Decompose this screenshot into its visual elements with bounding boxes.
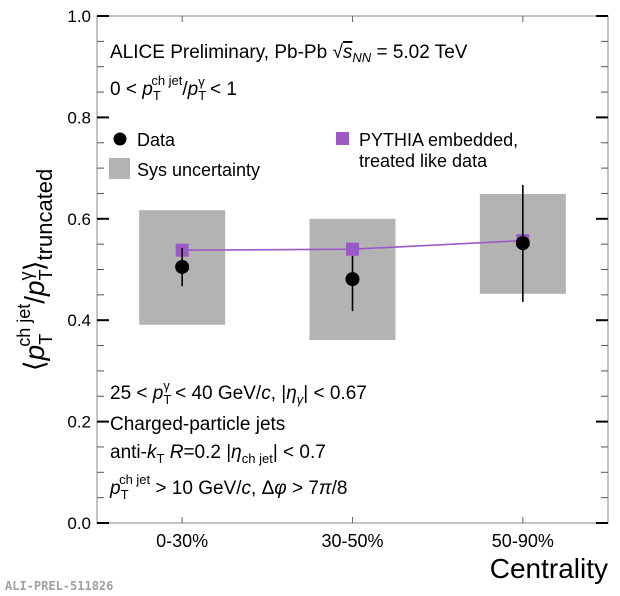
data-point xyxy=(515,236,530,251)
axes xyxy=(96,15,609,524)
legend-entry-pythia: PYTHIA embedded, treated like data xyxy=(336,130,518,171)
chart-subtitle: 0 < pTch jet/pTγ < 1 xyxy=(110,73,237,103)
legend-entry-data: Data xyxy=(113,130,176,150)
y-tick-label: 0.8 xyxy=(67,108,91,127)
x-tick-label: 0-30% xyxy=(156,531,208,551)
y-tick-labels: 0.0 0.2 0.4 0.6 0.8 1.0 xyxy=(67,7,91,533)
annotation-antikt: anti-kT R=0.2 |ηch jet| < 0.7 xyxy=(110,442,326,466)
annotation-photon-cut: 25 < pTγ < 40 GeV/c, |ηγ| < 0.67 xyxy=(110,378,367,407)
legend-label-pythia-2: treated like data xyxy=(359,151,488,171)
y-axis-label: ⟨pTch jet/pTγ⟩truncated xyxy=(14,169,57,372)
data-series xyxy=(175,184,530,312)
data-point xyxy=(175,259,190,274)
y-tick-label: 0.0 xyxy=(67,514,91,533)
x-tick-label: 30-50% xyxy=(321,531,383,551)
watermark: ALI-PREL-511826 xyxy=(5,579,113,593)
chart-title: ALICE Preliminary, Pb-Pb √sNN = 5.02 TeV xyxy=(110,42,468,65)
legend: Data Sys uncertainty PYTHIA embedded, tr… xyxy=(109,130,518,180)
legend-circle-marker-icon xyxy=(113,132,127,146)
y-tick-label: 0.4 xyxy=(67,311,91,330)
x-tick-labels: 0-30% 30-50% 50-90% xyxy=(156,531,554,551)
annotations: 25 < pTγ < 40 GeV/c, |ηγ| < 0.67 Charged… xyxy=(109,378,367,502)
legend-label-data: Data xyxy=(137,130,176,150)
legend-box-marker-icon xyxy=(109,158,130,179)
annotation-jet-pt-cut: pTch jet > 10 GeV/c, Δφ > 7π/8 xyxy=(109,472,348,502)
legend-label-pythia: PYTHIA embedded, xyxy=(359,130,518,150)
y-tick-label: 0.2 xyxy=(67,413,91,432)
legend-square-marker-icon xyxy=(336,132,349,145)
legend-entry-sys: Sys uncertainty xyxy=(109,158,260,180)
y-tick-label: 0.6 xyxy=(67,210,91,229)
x-tick-label: 50-90% xyxy=(492,531,554,551)
x-axis-label: Centrality xyxy=(490,553,608,584)
annotation-jets: Charged-particle jets xyxy=(110,414,285,435)
y-tick-label: 1.0 xyxy=(67,7,91,26)
svg-text:⟨pTch jet/pTγ⟩truncated: ⟨pTch jet/pTγ⟩truncated xyxy=(14,169,57,372)
pythia-marker xyxy=(346,242,359,256)
data-point xyxy=(345,272,360,287)
legend-label-sys: Sys uncertainty xyxy=(137,160,260,180)
